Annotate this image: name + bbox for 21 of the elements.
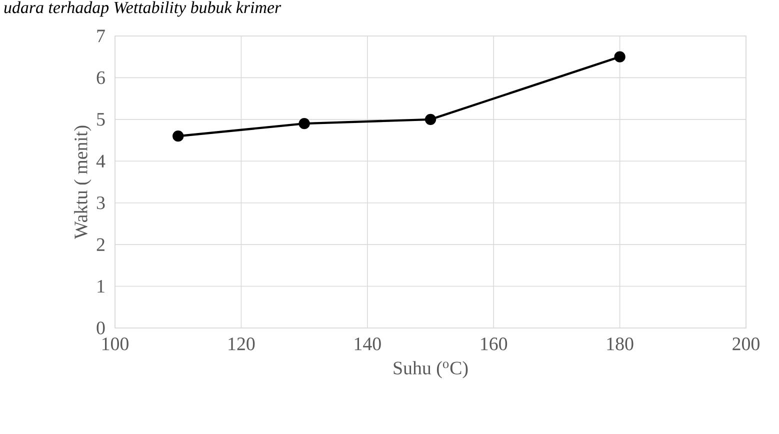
x-axis-title: Suhu ($^{o}$C) [394,361,468,378]
y-axis-title: Waktu ( menit) [74,126,92,240]
point [172,130,184,142]
y-tick-label: 1 [98,280,104,293]
chart-title: udara terhadap Wettability bubuk krimer [4,1,282,17]
y-tick-label: 5 [97,113,105,126]
x-tick-label: 200 [732,338,760,350]
x-tick-label: 180 [607,338,634,350]
point [614,51,626,62]
x-tick-label: 100 [102,338,128,350]
y-tick-label: 2 [96,238,104,251]
point [424,114,436,125]
y-tick-label: 0 [96,322,105,334]
x-tick-label: 160 [481,338,508,350]
y-tick-label: 3 [96,196,105,210]
y-tick-label: 7 [97,30,105,42]
y-tick-label: 6 [96,71,105,84]
y-tick-label: 4 [96,154,106,168]
x-tick-label: 140 [354,338,381,350]
point [298,118,310,130]
x-tick-label: 120 [228,338,255,350]
